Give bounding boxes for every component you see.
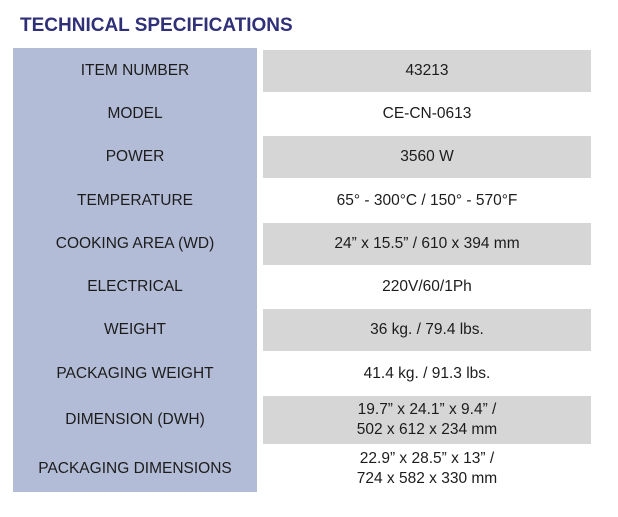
spec-row-model: MODEL CE-CN-0613 (13, 94, 591, 134)
spec-value-cell: 41.4 kg. / 91.3 lbs. (263, 353, 591, 395)
spec-value-cell: 43213 (263, 50, 591, 92)
spec-value-cell: 24” x 15.5” / 610 x 394 mm (263, 223, 591, 265)
spec-label: PACKAGING DIMENSIONS (38, 460, 232, 477)
spec-label: POWER (105, 148, 165, 165)
spec-row-cooking-area: COOKING AREA (WD) 24” x 15.5” / 610 x 39… (13, 223, 591, 265)
spec-row-electrical: ELECTRICAL 220V/60/1Ph (13, 266, 591, 308)
spec-value: 36 kg. / 79.4 lbs. (370, 321, 484, 338)
spec-value: 19.7” x 24.1” x 9.4” / (357, 401, 497, 418)
spec-value-line-2: 724 x 582 x 330 mm (356, 470, 498, 487)
spec-value-cell: 36 kg. / 79.4 lbs. (263, 309, 591, 351)
spec-row-packaging-dimensions: PACKAGING DIMENSIONS 22.9” x 28.5” x 13”… (13, 446, 591, 492)
page-title: TECHNICAL SPECIFICATIONS (20, 15, 293, 36)
spec-value-line-2: 502 x 612 x 234 mm (356, 421, 498, 438)
spec-value-cell: 65° - 300°C / 150° - 570°F (263, 180, 591, 222)
spec-value-cell: 19.7” x 24.1” x 9.4” / 502 x 612 x 234 m… (263, 396, 591, 444)
spec-row-item-number: ITEM NUMBER 43213 (13, 50, 591, 92)
spec-value: 22.9” x 28.5” x 13” / (359, 450, 495, 467)
spec-value: CE-CN-0613 (382, 105, 472, 122)
spec-value: 43213 (405, 62, 449, 79)
spec-value: 3560 W (400, 148, 454, 165)
spec-row-power: POWER 3560 W (13, 136, 591, 178)
spec-value-cell: 22.9” x 28.5” x 13” / 724 x 582 x 330 mm (263, 446, 591, 492)
spec-label: PACKAGING WEIGHT (56, 365, 214, 382)
spec-label: DIMENSION (DWH) (65, 411, 205, 428)
spec-row-temperature: TEMPERATURE 65° - 300°C / 150° - 570°F (13, 180, 591, 222)
spec-label: ITEM NUMBER (80, 62, 190, 79)
spec-label: WEIGHT (104, 321, 166, 338)
spec-label: MODEL (107, 105, 163, 122)
spec-value: 220V/60/1Ph (382, 278, 472, 295)
spec-row-packaging-weight: PACKAGING WEIGHT 41.4 kg. / 91.3 lbs. (13, 353, 591, 395)
spec-row-dimension: DIMENSION (DWH) 19.7” x 24.1” x 9.4” / 5… (13, 396, 591, 444)
spec-label: COOKING AREA (WD) (55, 235, 215, 252)
spec-value-cell: 220V/60/1Ph (263, 266, 591, 308)
spec-value-cell: CE-CN-0613 (263, 94, 591, 134)
spec-label: TEMPERATURE (77, 192, 193, 209)
spec-value: 24” x 15.5” / 610 x 394 mm (334, 235, 520, 252)
spec-row-weight: WEIGHT 36 kg. / 79.4 lbs. (13, 309, 591, 351)
label-column (13, 48, 257, 492)
spec-value: 41.4 kg. / 91.3 lbs. (363, 365, 491, 382)
spec-value: 65° - 300°C / 150° - 570°F (336, 192, 518, 209)
spec-table: ITEM NUMBER 43213 MODEL CE-CN-0613 POWER… (13, 48, 591, 492)
spec-label: ELECTRICAL (87, 278, 183, 295)
spec-value-cell: 3560 W (263, 136, 591, 178)
